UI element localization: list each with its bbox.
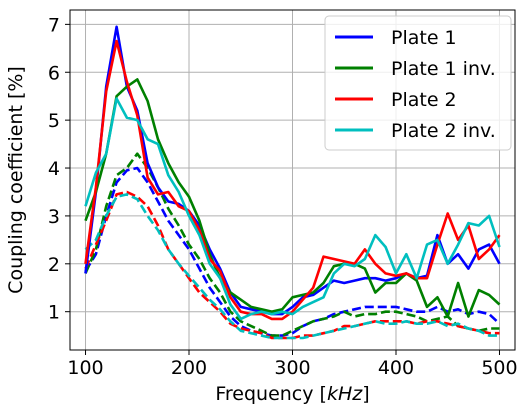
y-tick-label: 6 (48, 62, 60, 84)
y-tick-label: 5 (48, 110, 60, 132)
axis-ticks: 100 200 300 400 500 1 2 3 4 5 6 7 (48, 14, 518, 379)
x-tick-label: 300 (274, 357, 310, 379)
x-tick-label: 400 (378, 357, 414, 379)
x-tick-label: 200 (171, 357, 207, 379)
x-tick-label: 100 (67, 357, 103, 379)
legend-label-1: Plate 1 inv. (391, 58, 496, 80)
y-axis-label: Coupling coefficient [%] (5, 66, 27, 294)
legend-label-2: Plate 2 (391, 89, 457, 111)
x-axis-label: Frequency [kHz] (215, 383, 369, 405)
y-tick-label: 1 (48, 302, 60, 324)
y-tick-label: 3 (48, 206, 60, 228)
series-line-1 (84, 78, 501, 318)
x-axis-label-unit: kHz (327, 383, 363, 405)
series-line-7 (84, 193, 500, 340)
legend-label-0: Plate 1 (391, 27, 457, 49)
series-lines (84, 25, 501, 340)
x-axis-label-suffix: ] (362, 383, 369, 405)
series-line-0 (84, 25, 501, 316)
series-line-2 (84, 39, 501, 321)
y-tick-label: 7 (48, 14, 60, 36)
y-tick-label: 2 (48, 254, 60, 276)
x-tick-label: 500 (481, 357, 517, 379)
legend: Plate 1 Plate 1 inv. Plate 2 Plate 2 inv. (324, 15, 512, 151)
x-axis-label-prefix: Frequency [ (215, 383, 327, 405)
series-line-3 (84, 97, 501, 321)
series-line-4 (84, 166, 501, 337)
y-tick-label: 4 (48, 158, 60, 180)
legend-label-3: Plate 2 inv. (391, 120, 496, 142)
legend-box (324, 15, 512, 151)
